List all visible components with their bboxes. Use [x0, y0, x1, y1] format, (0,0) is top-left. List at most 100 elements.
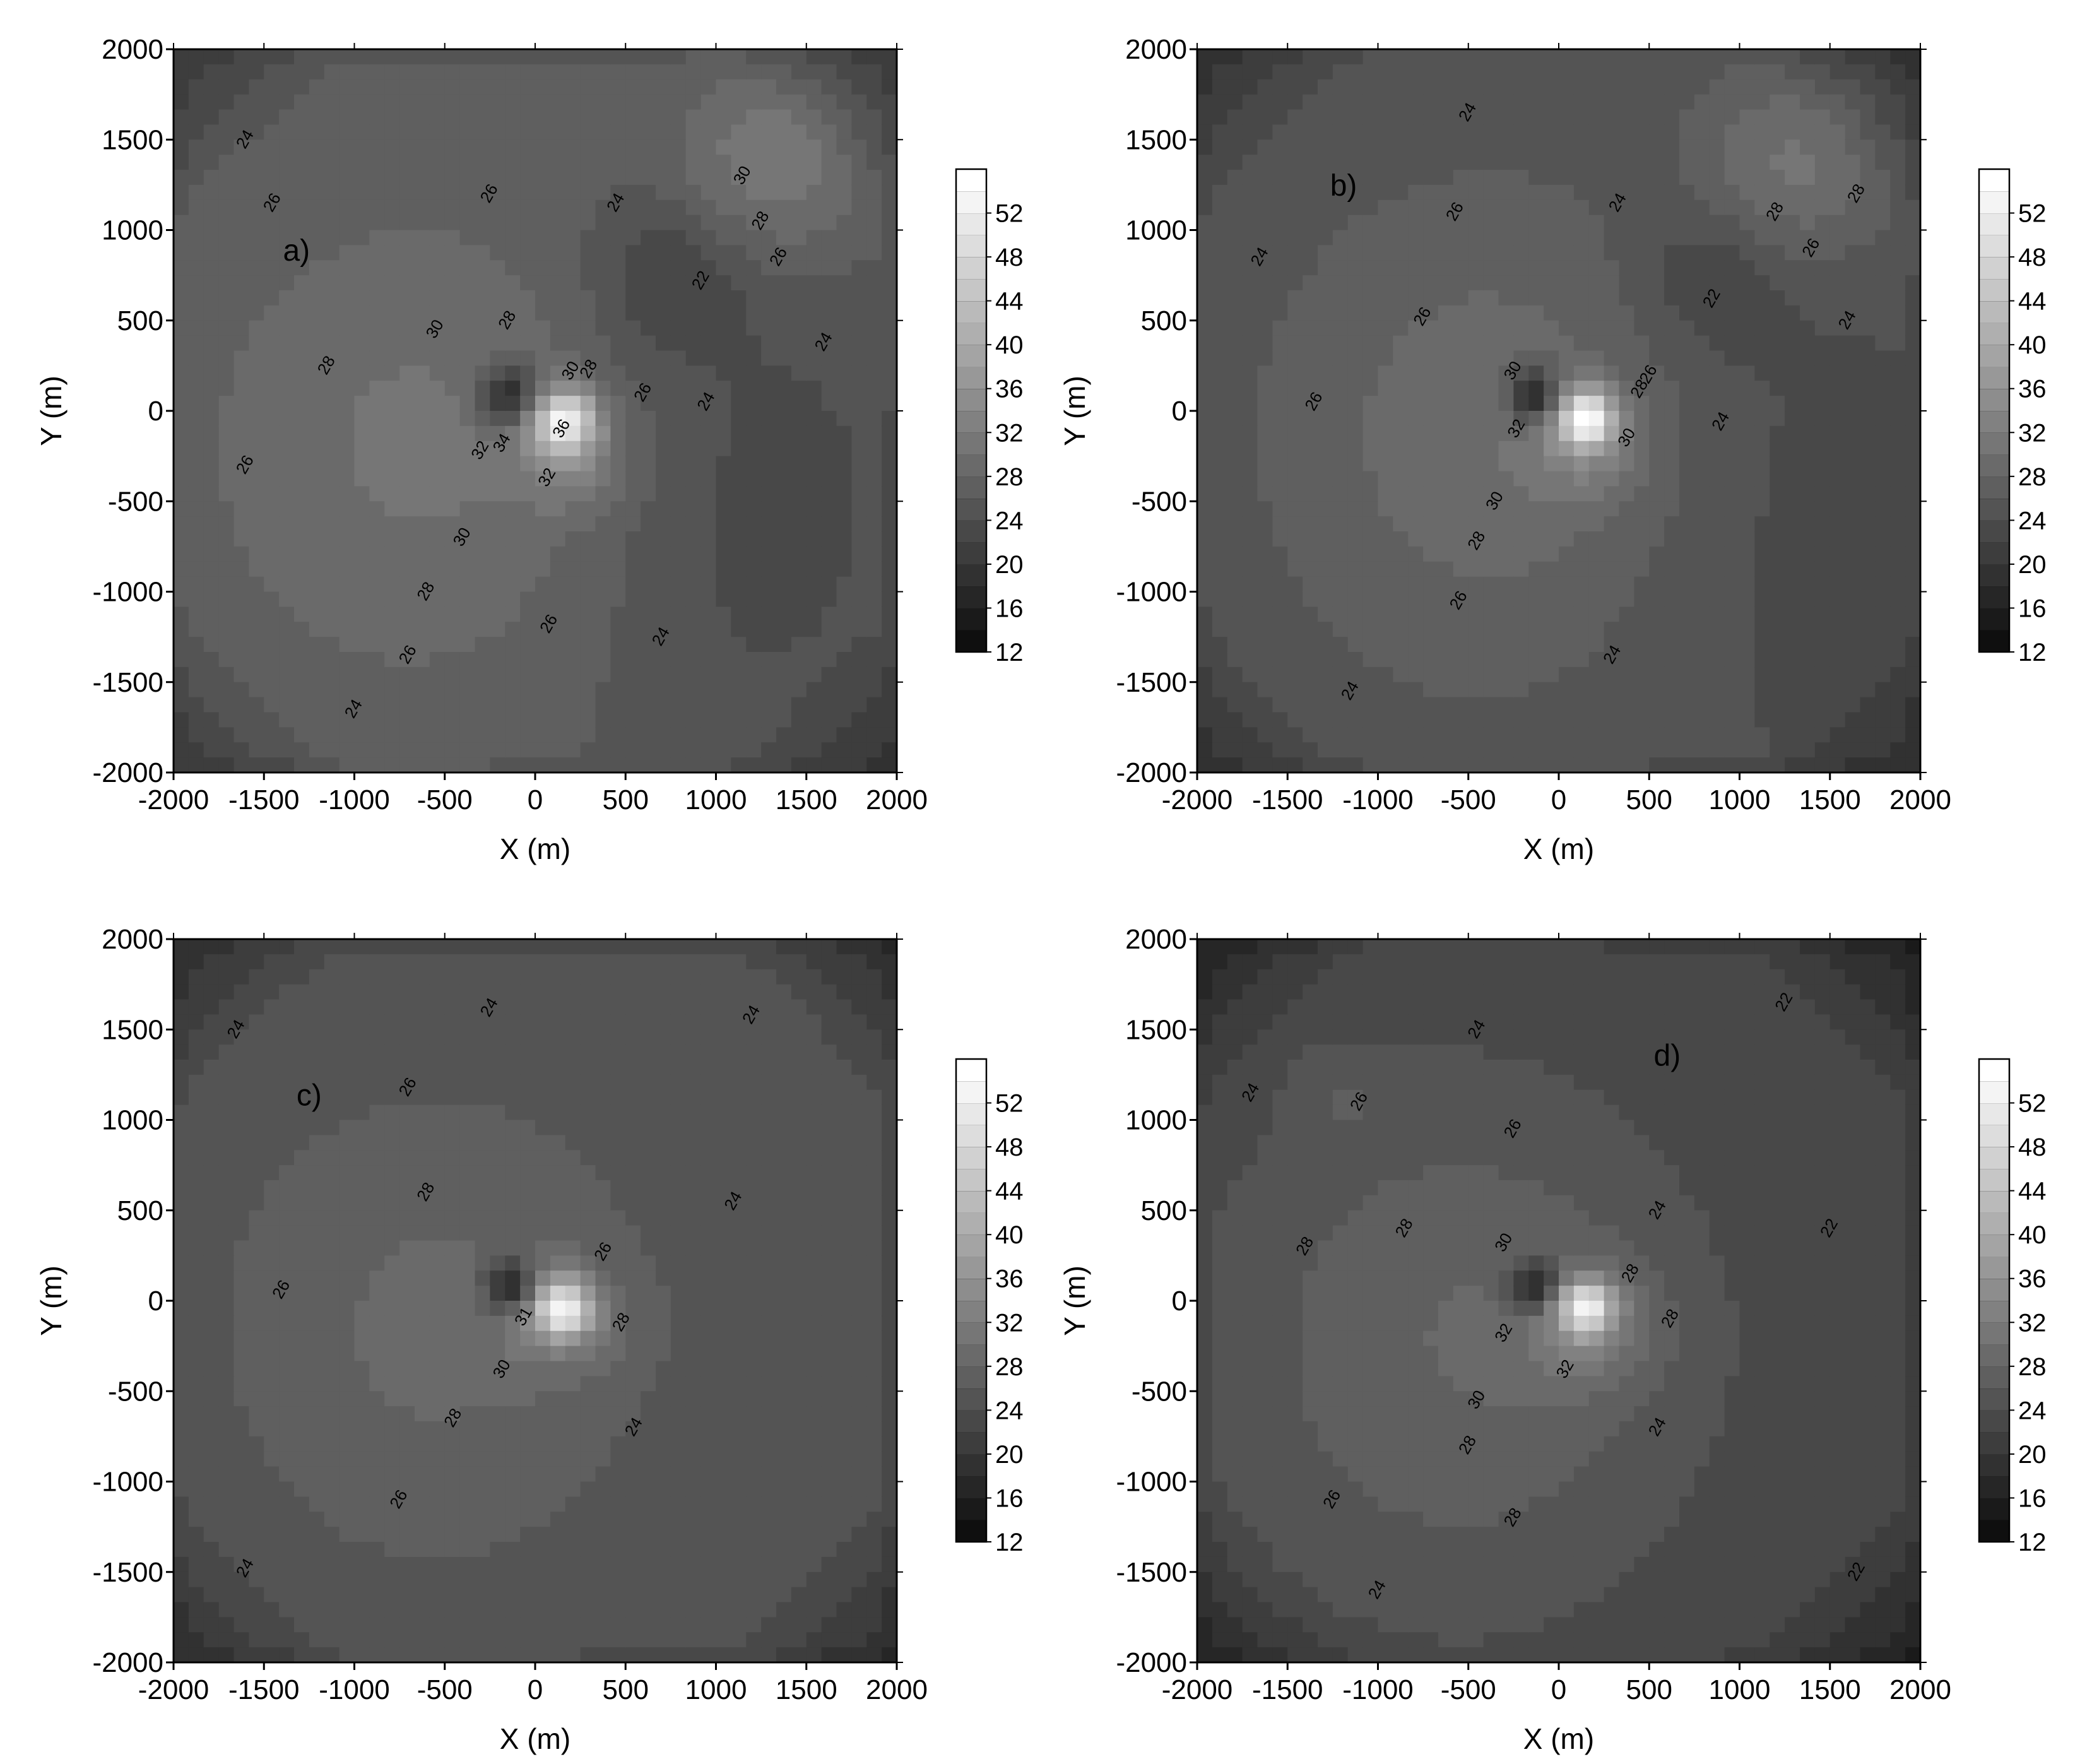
field-cell [700, 365, 717, 381]
field-cell [218, 64, 235, 80]
field-cell [1453, 350, 1469, 366]
field-cell [1785, 666, 1800, 683]
field-cell [1318, 637, 1333, 653]
field-cell [1544, 591, 1559, 607]
colorbar-band [1979, 300, 2009, 323]
field-cell [174, 441, 189, 457]
field-cell [203, 456, 220, 472]
field-cell [1272, 396, 1288, 411]
field-cell [1634, 275, 1650, 291]
field-cell [761, 49, 777, 65]
field-cell [520, 712, 536, 728]
field-cell [746, 184, 762, 201]
field-cell [354, 637, 370, 653]
field-cell [1785, 290, 1800, 306]
field-cell [174, 637, 189, 653]
field-cell [1257, 290, 1273, 306]
field-cell [429, 109, 446, 125]
field-cell [354, 335, 370, 352]
field-cell [1588, 245, 1605, 261]
field-cell [1649, 230, 1665, 246]
field-cell [1890, 245, 1906, 261]
field-cell [1257, 305, 1273, 321]
field-cell [1724, 516, 1740, 532]
field-cell [1785, 471, 1800, 487]
field-cell [1423, 215, 1439, 231]
field-cell [429, 501, 446, 517]
field-cell [1709, 637, 1725, 653]
field-cell [354, 290, 370, 306]
field-cell [1544, 697, 1559, 713]
field-cell [1332, 425, 1349, 442]
field-cell [384, 230, 400, 246]
field-cell [716, 531, 731, 547]
field-cell [188, 155, 204, 170]
field-cell [1770, 411, 1785, 427]
field-cell [1287, 124, 1303, 140]
field-cell [233, 305, 249, 321]
field-cell [866, 215, 882, 231]
field-cell [475, 471, 490, 487]
field-cell [610, 275, 626, 291]
field-cell [1544, 320, 1559, 336]
field-cell [203, 486, 220, 502]
field-cell [1438, 139, 1454, 155]
field-cell [595, 607, 611, 622]
field-cell [851, 215, 867, 231]
field-cell [444, 576, 461, 593]
field-cell [309, 64, 325, 80]
field-cell [731, 275, 747, 291]
field-cell [1679, 456, 1695, 472]
field-cell [203, 335, 220, 352]
field-cell [415, 109, 430, 125]
field-cell [1770, 652, 1785, 668]
field-cell [1860, 199, 1876, 216]
field-cell [1544, 727, 1559, 743]
field-cell [279, 245, 295, 261]
field-cell [309, 124, 325, 140]
field-cell [806, 215, 822, 231]
field-cell [641, 727, 656, 743]
field-cell [1197, 215, 1213, 231]
field-cell [1739, 697, 1755, 713]
y-tick-label: 2000 [1125, 34, 1187, 65]
field-cell [1453, 637, 1469, 653]
field-cell [1800, 486, 1816, 502]
field-cell [610, 109, 626, 125]
field-cell [1362, 94, 1379, 110]
field-cell [1483, 170, 1499, 186]
field-cell [1303, 155, 1318, 170]
field-cell [1634, 561, 1650, 577]
field-cell [203, 49, 220, 65]
field-cell [595, 64, 611, 80]
field-cell [1212, 109, 1228, 125]
field-cell [1423, 79, 1439, 95]
field-cell [1573, 215, 1590, 231]
field-cell [776, 607, 792, 622]
x-tick-label: 500 [1626, 784, 1672, 815]
field-cell [1528, 411, 1544, 427]
y-tick-label: -1500 [92, 667, 163, 698]
field-cell [1829, 697, 1846, 713]
field-cell [1619, 305, 1634, 321]
field-cell [1770, 64, 1785, 80]
field-cell [1860, 170, 1876, 186]
field-cell [218, 199, 235, 216]
field-cell [1287, 727, 1303, 743]
field-cell [685, 516, 702, 532]
field-cell [1242, 245, 1258, 261]
field-cell [656, 155, 671, 170]
field-cell [565, 139, 581, 155]
colorbar-band [1979, 476, 2009, 499]
field-cell [806, 561, 822, 577]
field-cell [1303, 245, 1318, 261]
field-cell [731, 215, 747, 231]
field-cell [1272, 245, 1288, 261]
field-cell [1619, 49, 1634, 65]
field-cell [1573, 607, 1590, 622]
field-cell [1468, 591, 1484, 607]
field-cell [595, 365, 611, 381]
field-cell [1393, 381, 1409, 396]
field-cell [882, 531, 897, 547]
field-cell [1378, 682, 1393, 698]
